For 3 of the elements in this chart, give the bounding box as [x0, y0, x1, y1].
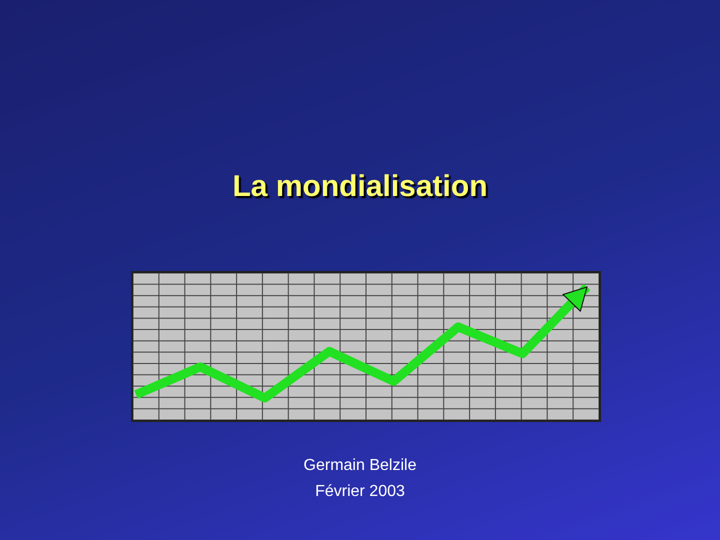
text: Germain Belzile [302, 457, 418, 475]
chart-title: La mondialisation [231, 170, 489, 204]
text: Février 2003 [314, 483, 406, 501]
